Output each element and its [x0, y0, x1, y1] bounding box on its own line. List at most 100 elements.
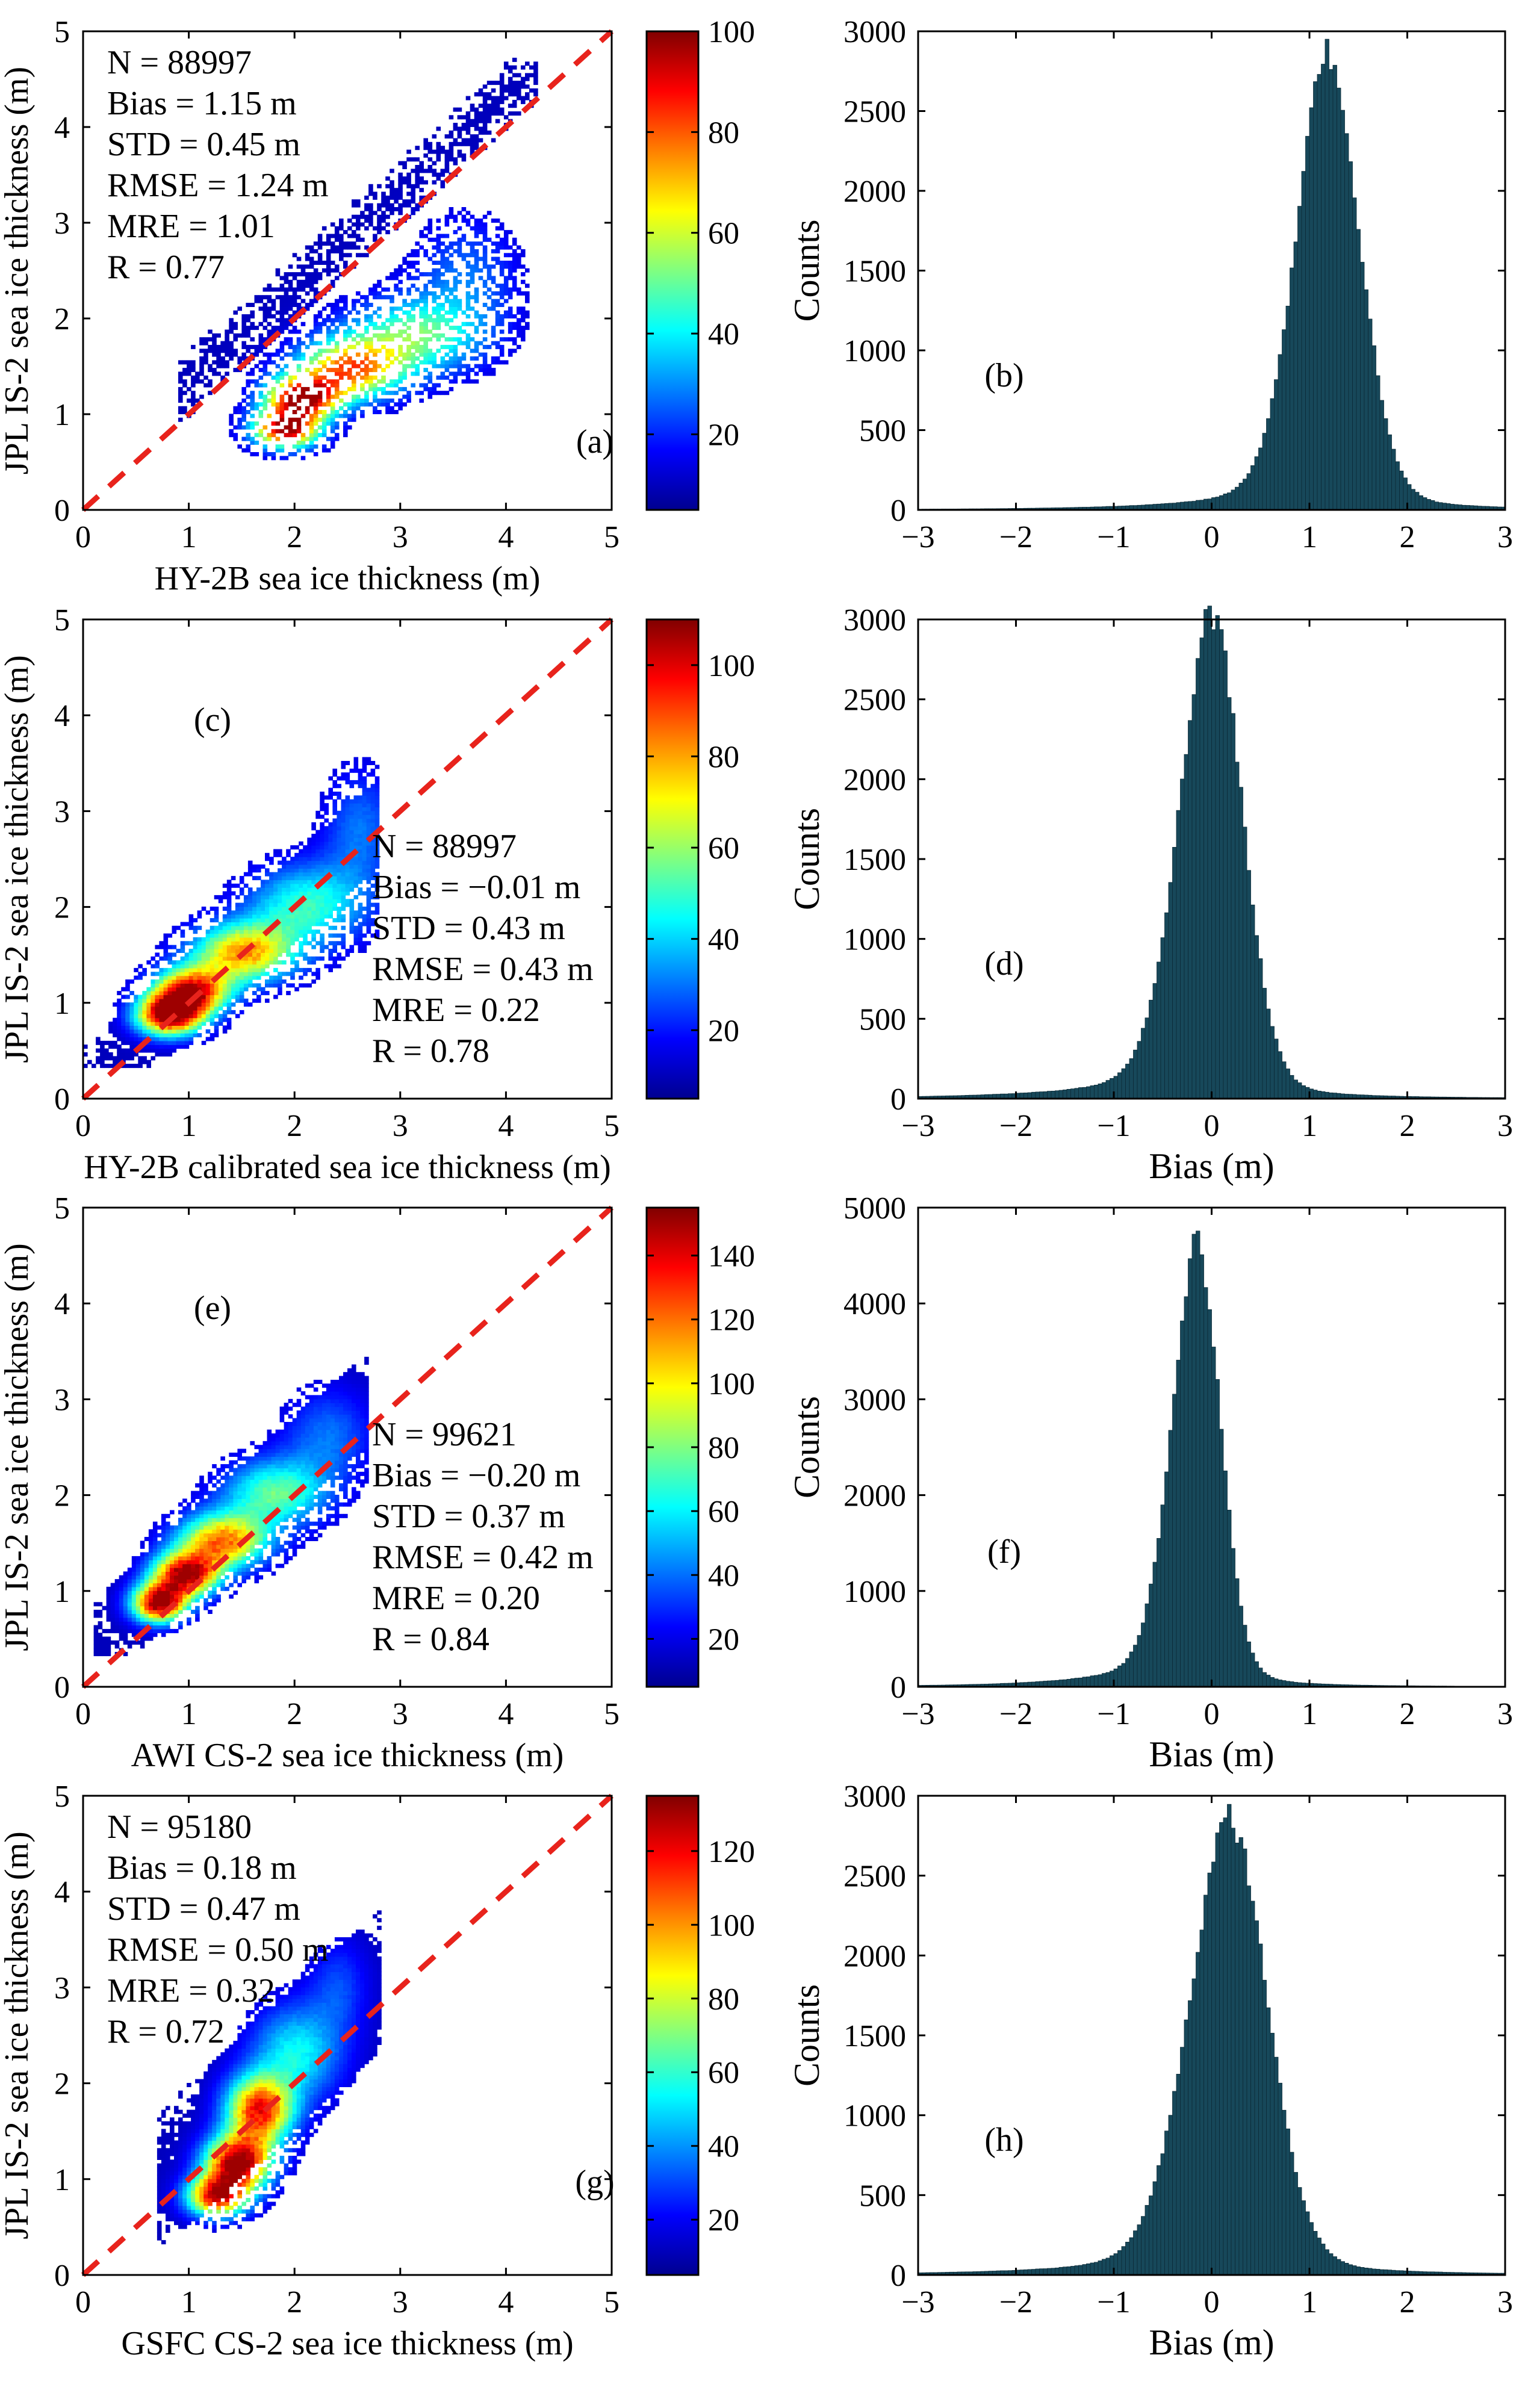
density-cell	[178, 1548, 183, 1553]
density-cell	[294, 922, 299, 926]
density-cell	[358, 815, 363, 819]
density-cell	[317, 417, 323, 422]
density-cell	[278, 883, 282, 888]
density-cell	[188, 949, 194, 953]
density-cell	[427, 379, 433, 384]
density-cell	[394, 191, 399, 196]
density-cell	[252, 949, 257, 953]
density-cell	[93, 1652, 99, 1657]
histogram-bar	[1293, 1079, 1298, 1099]
density-cell	[385, 184, 390, 188]
density-cell	[353, 895, 359, 899]
stat-line: RMSE = 1.24 m	[107, 167, 329, 204]
density-cell	[247, 907, 253, 911]
density-cell	[142, 998, 147, 1003]
density-cell	[203, 356, 208, 361]
density-cell	[197, 983, 202, 988]
density-cell	[161, 1575, 166, 1580]
density-cell	[131, 1579, 137, 1584]
density-cell	[321, 421, 327, 426]
density-cell	[352, 394, 356, 399]
histogram-bar	[1254, 456, 1259, 510]
density-cell	[144, 1610, 149, 1614]
density-cell	[275, 410, 281, 414]
density-cell	[309, 272, 314, 277]
density-cell	[241, 341, 246, 346]
density-cell	[373, 349, 377, 353]
density-cell	[254, 364, 259, 368]
density-cell	[521, 310, 526, 315]
density-cell	[275, 268, 281, 273]
density-cell	[100, 1052, 105, 1057]
density-cell	[290, 868, 295, 873]
density-cell	[444, 284, 450, 288]
density-cell	[265, 964, 270, 969]
density-cell	[373, 291, 377, 296]
density-cell	[102, 1636, 107, 1641]
density-cell	[482, 230, 488, 235]
density-cell	[326, 314, 331, 318]
density-cell	[166, 1579, 170, 1584]
density-cell	[188, 975, 194, 980]
density-cell	[210, 918, 215, 923]
density-cell	[320, 872, 325, 877]
density-cell	[364, 299, 369, 303]
density-cell	[508, 306, 513, 311]
density-cell	[229, 326, 234, 330]
density-cell	[278, 937, 282, 942]
density-cell	[305, 276, 310, 281]
density-cell	[123, 1652, 128, 1657]
density-cell	[436, 310, 441, 315]
density-cell	[279, 329, 285, 334]
density-cell	[332, 868, 337, 873]
density-cell	[415, 299, 420, 303]
density-cell	[370, 852, 376, 857]
density-cell	[374, 810, 380, 815]
density-cell	[201, 995, 207, 999]
density-cell	[299, 841, 303, 846]
density-cell	[313, 272, 318, 277]
density-cell	[250, 414, 255, 418]
density-cell	[358, 857, 363, 861]
density-cell	[432, 318, 437, 323]
histogram-bar	[1129, 1058, 1134, 1099]
density-cell	[161, 1633, 166, 1637]
density-cell	[353, 941, 359, 946]
density-cell	[129, 1037, 134, 1041]
density-cell	[419, 360, 424, 365]
density-cell	[427, 356, 433, 361]
density-cell	[113, 1044, 117, 1049]
density-cell	[205, 952, 211, 957]
density-cell	[205, 1010, 211, 1014]
density-cell	[267, 321, 272, 326]
density-cell	[182, 1529, 187, 1534]
density-cell	[370, 768, 376, 773]
density-cell	[517, 310, 521, 315]
density-cell	[432, 169, 437, 173]
density-cell	[362, 845, 367, 850]
density-cell	[247, 983, 253, 988]
density-cell	[286, 952, 291, 957]
density-cell	[121, 1017, 126, 1022]
density-cell	[197, 956, 202, 961]
density-cell	[256, 895, 261, 899]
density-cell	[444, 375, 450, 380]
histogram-bar	[1238, 787, 1243, 1099]
density-cell	[321, 402, 327, 407]
density-cell	[182, 371, 187, 376]
density-cell	[508, 329, 513, 334]
density-cell	[328, 837, 333, 842]
density-cell	[138, 972, 143, 976]
density-cell	[278, 907, 282, 911]
density-cell	[432, 180, 437, 185]
density-cell	[385, 230, 390, 235]
density-cell	[290, 876, 295, 881]
density-cell	[499, 241, 505, 246]
density-cell	[324, 795, 329, 800]
density-cell	[140, 1571, 145, 1576]
density-cell	[117, 1029, 122, 1034]
density-cell	[499, 284, 505, 288]
density-cell	[222, 983, 228, 988]
density-cell	[337, 834, 341, 838]
density-cell	[482, 104, 488, 108]
